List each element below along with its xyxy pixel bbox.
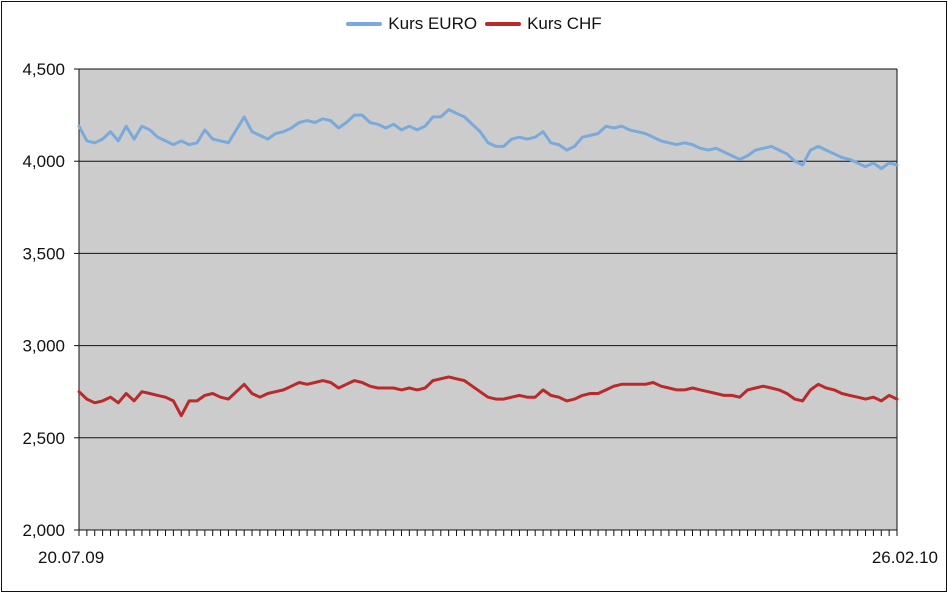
y-tick-label: 3,500 bbox=[22, 244, 65, 263]
legend-item-euro: Kurs EURO bbox=[346, 14, 477, 34]
y-tick-label: 2,000 bbox=[22, 521, 65, 540]
legend-item-chf: Kurs CHF bbox=[485, 14, 602, 34]
y-tick-label: 4,500 bbox=[22, 60, 65, 79]
legend-swatch-chf bbox=[485, 22, 522, 26]
legend-label-chf: Kurs CHF bbox=[527, 14, 602, 33]
y-tick-label: 4,000 bbox=[22, 152, 65, 171]
legend-swatch-euro bbox=[346, 22, 383, 26]
x-tick-label-start: 20.07.09 bbox=[38, 548, 104, 567]
x-tick-label-end: 26.02.10 bbox=[872, 548, 938, 567]
legend-label-euro: Kurs EURO bbox=[388, 14, 478, 33]
y-tick-label: 2,500 bbox=[22, 429, 65, 448]
legend: Kurs EURO Kurs CHF bbox=[0, 14, 948, 34]
plot-area bbox=[79, 69, 897, 530]
y-tick-label: 3,000 bbox=[22, 337, 65, 356]
series-line-euro bbox=[77, 108, 899, 171]
series-line-chf bbox=[77, 375, 899, 418]
